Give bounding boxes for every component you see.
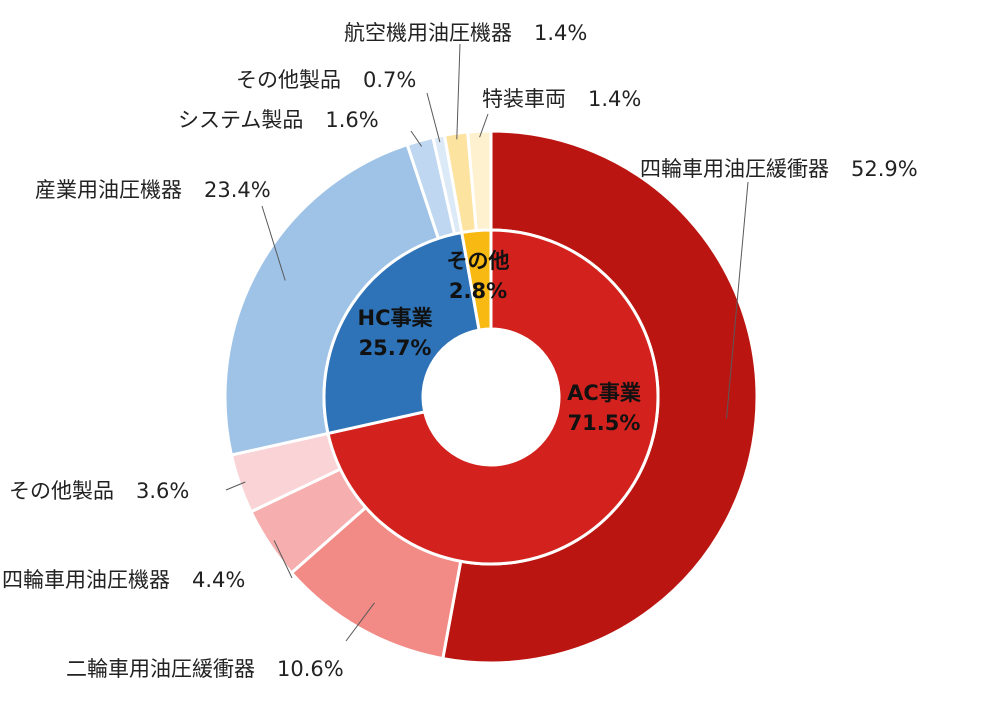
outer-label-name: 特装車両	[482, 87, 566, 111]
outer-label-5: 産業用油圧機器 23.4%	[35, 178, 271, 202]
inner-segment-2	[322, 231, 481, 435]
inner-ring	[322, 228, 660, 566]
outer-label-name: 四輪車用油圧緩衝器	[640, 157, 829, 181]
outer-label-name: 四輪車用油圧機器	[2, 568, 170, 592]
outer-label-6: システム製品 1.6%	[178, 108, 379, 132]
inner-segment-3	[460, 228, 493, 332]
leader-line-3	[273, 540, 293, 579]
leader-line-8	[456, 43, 461, 140]
outer-label-name: システム製品	[178, 108, 303, 132]
outer-label-1: 四輪車用油圧緩衝器 52.9%	[640, 157, 918, 181]
leader-line-4	[225, 481, 246, 491]
outer-label-value: 1.6%	[325, 108, 378, 132]
outer-label-8: 航空機用油圧機器 1.4%	[344, 21, 587, 45]
outer-label-value: 10.6%	[277, 657, 344, 681]
leader-line-9	[479, 113, 489, 138]
leader-line-2	[345, 602, 375, 642]
outer-label-2: 二輪車用油圧緩衝器 10.6%	[66, 657, 344, 681]
inner-label-2: HC事業 25.7%	[358, 306, 434, 360]
outer-label-value: 4.4%	[192, 568, 245, 592]
outer-label-value: 3.6%	[136, 479, 189, 503]
outer-label-name: 二輪車用油圧緩衝器	[66, 657, 255, 681]
inner-label-name: HC事業	[358, 306, 434, 330]
leader-line-5	[261, 205, 286, 281]
leader-line-7	[426, 92, 441, 143]
outer-label-7: その他製品 0.7%	[236, 68, 416, 92]
outer-label-name: 航空機用油圧機器	[344, 21, 512, 45]
outer-label-9: 特装車両 1.4%	[482, 87, 641, 111]
outer-label-name: その他製品	[236, 68, 341, 92]
outer-label-value: 52.9%	[851, 157, 918, 181]
outer-label-value: 1.4%	[534, 21, 587, 45]
leader-lines	[225, 43, 749, 642]
outer-label-name: その他製品	[9, 479, 114, 503]
inner-labels: AC事業 71.5% HC事業 25.7% その他 2.8%	[358, 249, 642, 435]
inner-label-1: AC事業 71.5%	[567, 381, 642, 435]
inner-label-value: 25.7%	[359, 336, 432, 360]
outer-label-3: 四輪車用油圧機器 4.4%	[2, 568, 245, 592]
leader-line-6	[410, 130, 423, 147]
outer-label-value: 23.4%	[204, 178, 271, 202]
outer-label-4: その他製品 3.6%	[9, 479, 189, 503]
inner-label-name: AC事業	[567, 381, 642, 405]
outer-label-value: 1.4%	[588, 87, 641, 111]
inner-label-3: その他 2.8%	[447, 249, 510, 303]
outer-label-name: 産業用油圧機器	[35, 178, 182, 202]
outer-ring	[223, 129, 759, 665]
inner-label-value: 71.5%	[568, 411, 641, 435]
inner-segment-1	[326, 228, 660, 566]
inner-label-name: その他	[447, 249, 510, 273]
leader-line-1	[726, 181, 749, 419]
outer-labels: 四輪車用油圧緩衝器 52.9% 二輪車用油圧緩衝器 10.6% 四輪車用油圧機器 4.4%…	[2, 21, 918, 681]
inner-label-value: 2.8%	[449, 279, 507, 303]
outer-label-value: 0.7%	[363, 68, 416, 92]
